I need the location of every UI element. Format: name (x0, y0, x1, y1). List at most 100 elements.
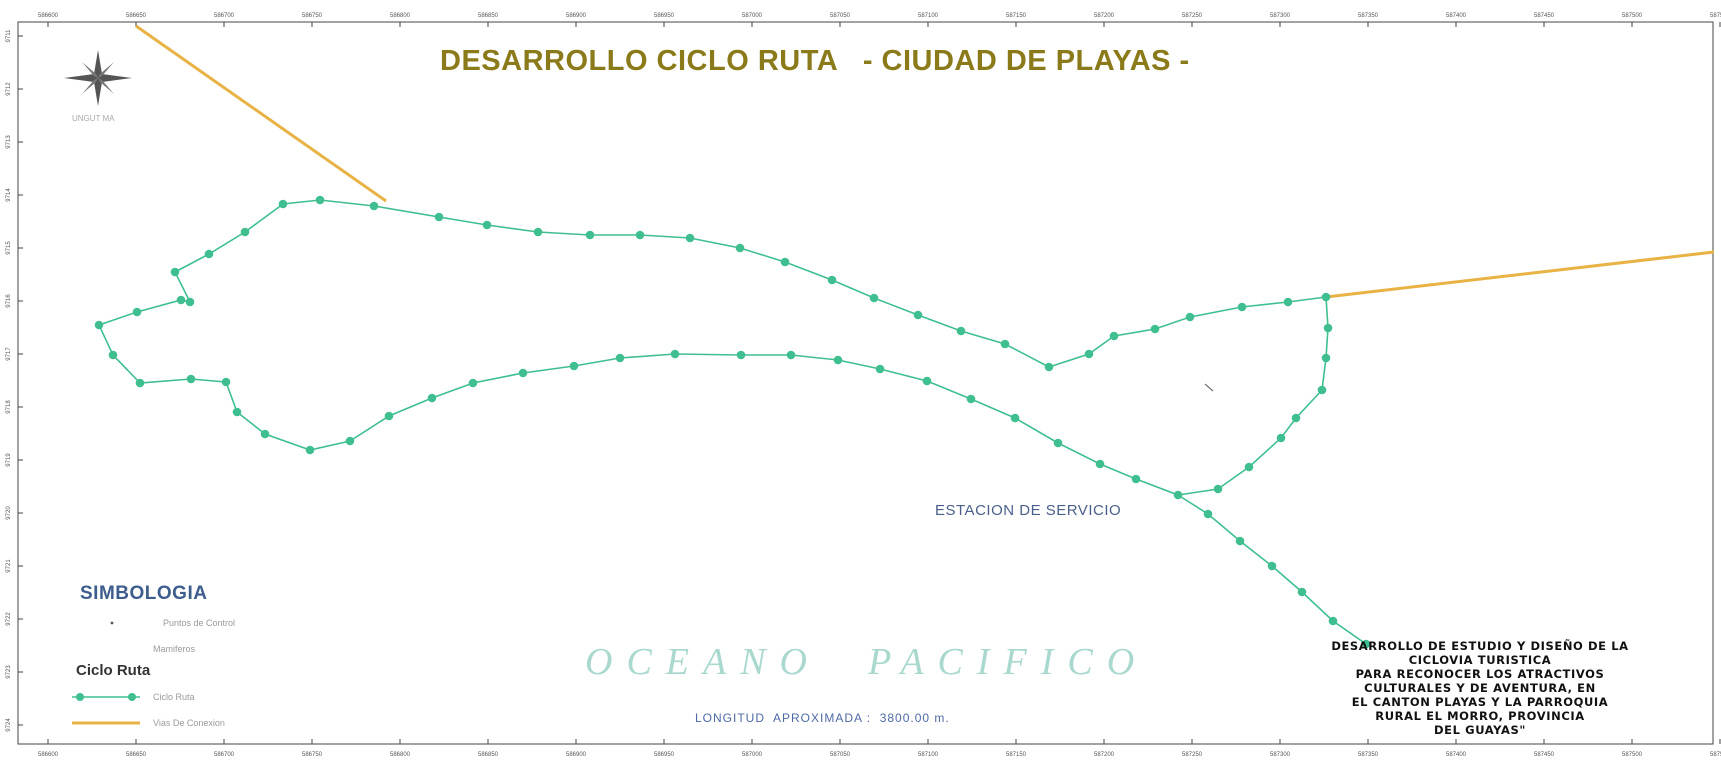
top-tick-label: 587000 (742, 13, 763, 19)
map-title: DESARROLLO CICLO RUTA - CIUDAD DE PLAYAS… (440, 45, 1190, 77)
project-line: RURAL EL MORRO, PROVINCIA (1375, 709, 1585, 723)
route-control-point (427, 393, 437, 403)
north-arrow-icon (64, 50, 132, 106)
route-control-point (1267, 561, 1277, 571)
bottom-tick-label: 587150 (1006, 752, 1027, 758)
route-control-point (240, 227, 250, 237)
route-control-point (875, 364, 885, 374)
top-tick-label: 587250 (1182, 13, 1203, 19)
left-tick-label: 9716 (6, 294, 12, 308)
bottom-tick-label: 586950 (654, 752, 675, 758)
top-tick-label: 587550 (1710, 13, 1721, 19)
top-tick-label: 586950 (654, 13, 675, 19)
route-control-point (482, 220, 492, 230)
legend-control-point-symbol (110, 621, 114, 625)
route-control-point (369, 201, 379, 211)
route-control-point (1150, 324, 1160, 334)
left-tick-label: 9720 (6, 506, 12, 520)
map-mark (1204, 383, 1214, 392)
project-line: DESARROLLO DE ESTUDIO Y DISEÑO DE LA (1331, 639, 1629, 653)
top-tick-label: 587100 (918, 13, 939, 19)
route-control-point (170, 267, 180, 277)
left-tick-label: 9721 (6, 559, 12, 573)
top-tick-label: 587200 (1094, 13, 1115, 19)
legend-item-route: Ciclo Ruta (153, 692, 195, 702)
north-arrow-caption: UNGUT MA (72, 114, 115, 123)
bottom-tick-label: 586600 (38, 752, 59, 758)
route-control-point (315, 195, 325, 205)
route-control-point (221, 377, 231, 387)
bottom-tick-label: 587350 (1358, 752, 1379, 758)
route-control-point (1328, 616, 1338, 626)
top-tick-label: 586700 (214, 13, 235, 19)
left-tick-label: 9713 (6, 135, 12, 149)
route-control-point (1237, 302, 1247, 312)
project-line: EL CANTON PLAYAS Y LA PARROQUIA (1351, 695, 1609, 709)
route-control-point (670, 349, 680, 359)
project-line: CULTURALES Y DE AVENTURA, EN (1364, 681, 1596, 695)
legend-item-access-road: Vias De Conexion (153, 718, 225, 728)
project-line: DEL GUAYAS" (1434, 723, 1526, 737)
top-tick-label: 586900 (566, 13, 587, 19)
route-control-point (685, 233, 695, 243)
route-control-point (1321, 353, 1331, 363)
top-tick-label: 586600 (38, 13, 59, 19)
top-coordinate-ticks: 586600 586650 586700 586750 586800 586850 5869… (38, 13, 1721, 27)
bottom-tick-label: 587100 (918, 752, 939, 758)
route-control-point (1109, 331, 1119, 341)
route-control-point (615, 353, 625, 363)
route-control-point (260, 429, 270, 439)
bottom-tick-label: 587550 (1710, 752, 1721, 758)
route-control-point (1297, 587, 1307, 597)
route-control-point (736, 350, 746, 360)
route-control-point (434, 212, 444, 222)
project-line: PARA RECONOCER LOS ATRACTIVOS (1355, 667, 1605, 681)
bottom-tick-label: 586650 (126, 752, 147, 758)
route-control-point (1283, 297, 1293, 307)
route-control-point (585, 230, 595, 240)
route-control-point (204, 249, 214, 259)
route-control-point (1323, 323, 1333, 333)
route-control-point (185, 297, 195, 307)
bottom-tick-label: 587050 (830, 752, 851, 758)
route-control-point (305, 445, 315, 455)
bottom-tick-label: 587400 (1446, 752, 1467, 758)
top-tick-label: 586750 (302, 13, 323, 19)
route-control-point (827, 275, 837, 285)
route-control-point (869, 293, 879, 303)
ocean-label: OCEANO PACIFICO (585, 641, 1149, 683)
route-control-point (94, 320, 104, 330)
route-length-label: LONGITUD APROXIMADA : 3800.00 m. (695, 711, 950, 725)
route-control-point (186, 374, 196, 384)
route-control-point (569, 361, 579, 371)
bottom-tick-label: 587000 (742, 752, 763, 758)
route-control-point (1291, 413, 1301, 423)
left-tick-label: 9714 (6, 188, 12, 202)
bottom-tick-label: 587300 (1270, 752, 1291, 758)
top-tick-label: 587450 (1534, 13, 1555, 19)
top-tick-label: 587400 (1446, 13, 1467, 19)
route-control-point (1000, 339, 1010, 349)
route-control-point (833, 355, 843, 365)
bottom-tick-label: 586900 (566, 752, 587, 758)
top-tick-label: 587300 (1270, 13, 1291, 19)
legend-title: SIMBOLOGIA (80, 583, 208, 604)
legend-item-mammals: Mamiferos (153, 644, 196, 654)
top-tick-label: 587350 (1358, 13, 1379, 19)
bottom-tick-label: 587250 (1182, 752, 1203, 758)
top-tick-label: 586800 (390, 13, 411, 19)
access-road-east (1325, 250, 1715, 299)
bottom-tick-label: 586750 (302, 752, 323, 758)
route-control-point (1203, 509, 1213, 519)
route-control-point (132, 307, 142, 317)
bottom-tick-label: 587500 (1622, 752, 1643, 758)
route-control-point (176, 295, 186, 305)
station-label: ESTACION DE SERVICIO (935, 502, 1122, 519)
route-control-point (922, 376, 932, 386)
left-tick-label: 9718 (6, 400, 12, 414)
map-neatline (17, 21, 1714, 745)
control-points (94, 195, 1371, 649)
route-control-point (468, 378, 478, 388)
route-control-point (1317, 385, 1327, 395)
